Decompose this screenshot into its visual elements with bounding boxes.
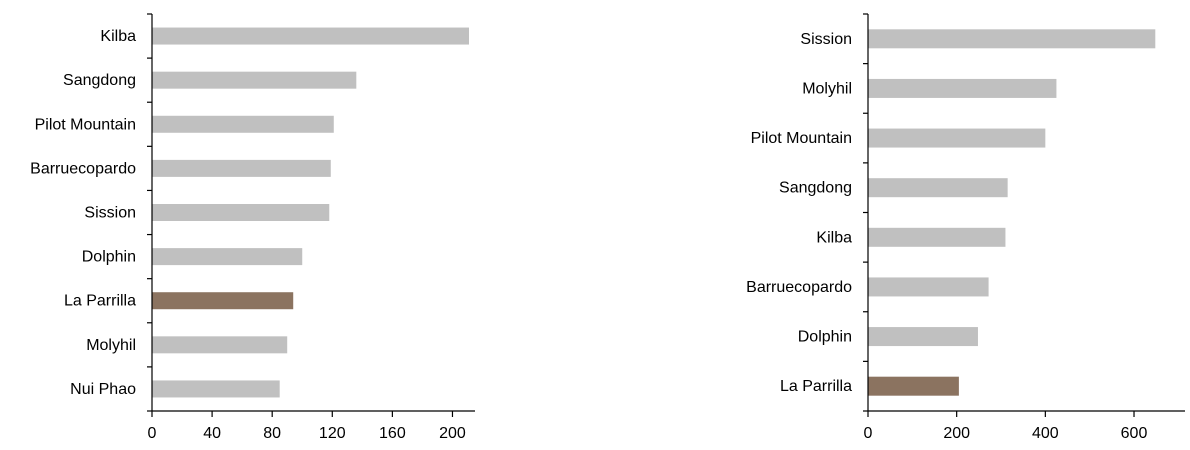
x-tick-label: 0: [864, 425, 873, 442]
x-tick-label: 80: [263, 425, 281, 442]
chart-panel-2: Sission Molyhil Pilot Mountain Sangdong Kilb…: [746, 13, 1185, 442]
category-label: Pilot Mountain: [35, 116, 136, 133]
x-tick-label: 0: [148, 425, 157, 442]
x-tick-label: 40: [203, 425, 221, 442]
bar-sangdong: [868, 178, 1008, 198]
category-label: Molyhil: [86, 337, 136, 354]
category-label: Kilba: [816, 229, 852, 246]
x-tick-label: 120: [319, 425, 346, 442]
bar-sission: [152, 204, 330, 221]
category-label: Sission: [84, 205, 136, 222]
bar-pilot-mountain: [152, 115, 334, 133]
category-label: Sangdong: [779, 180, 852, 197]
x-tick-label: 160: [379, 425, 406, 442]
category-label: Kilba: [100, 28, 136, 45]
chart-panel-1: Kilba Sangdong Pilot Mountain Barruecopardo…: [30, 13, 475, 442]
category-label: La Parrilla: [64, 293, 136, 310]
category-label: Barruecopardo: [30, 160, 136, 177]
category-label: Nui Phao: [70, 381, 136, 398]
bar-kilba: [868, 227, 1006, 247]
bar-molyhil: [152, 336, 288, 354]
bar-dolphin: [152, 248, 303, 266]
category-label: Sangdong: [63, 72, 136, 89]
category-label: Pilot Mountain: [751, 130, 852, 147]
category-label: Dolphin: [82, 249, 136, 266]
bar-dolphin: [868, 327, 978, 347]
category-label: Dolphin: [798, 329, 852, 346]
category-label: Molyhil: [802, 80, 852, 97]
bar-sangdong: [152, 71, 357, 89]
bar-pilot-mountain: [868, 128, 1046, 148]
x-tick-label: 600: [1121, 425, 1148, 442]
category-label: Sission: [800, 31, 852, 48]
x-tick-label: 200: [439, 425, 466, 442]
bar-barruecopardo: [152, 159, 331, 177]
bar-nui-phao: [152, 380, 280, 398]
x-tick-label: 400: [1032, 425, 1059, 442]
category-label: Barruecopardo: [746, 279, 852, 296]
x-tick-label: 200: [943, 425, 970, 442]
category-label: La Parrilla: [780, 378, 852, 395]
bar-sission: [868, 29, 1156, 49]
bar-la-parrilla: [152, 292, 294, 310]
bar-barruecopardo: [868, 277, 989, 297]
bar-molyhil: [868, 78, 1057, 98]
bar-la-parrilla: [868, 376, 959, 396]
bar-kilba: [152, 27, 469, 45]
